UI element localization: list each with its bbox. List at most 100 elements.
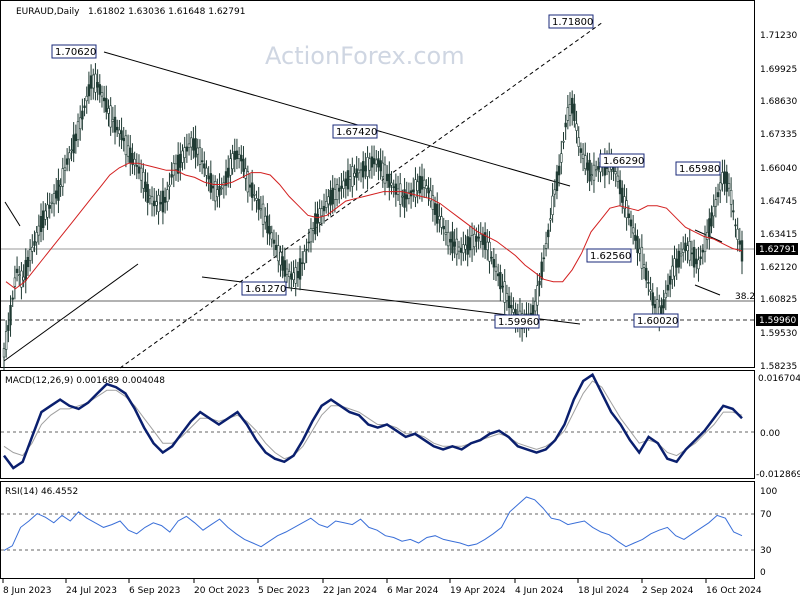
price-bar bbox=[285, 259, 289, 283]
price-bar bbox=[740, 230, 744, 275]
annotation-1-66290: 1.66290 bbox=[599, 153, 645, 168]
price-bar bbox=[176, 142, 180, 182]
price-bar bbox=[677, 244, 681, 274]
y-tick: 1.59530 bbox=[760, 329, 797, 339]
panel-frames bbox=[0, 0, 755, 579]
price-bar bbox=[209, 160, 213, 200]
price-bar bbox=[673, 245, 676, 287]
price-bar bbox=[279, 245, 282, 277]
price-bar bbox=[372, 145, 376, 176]
price-bar bbox=[28, 239, 32, 272]
price-bar bbox=[549, 207, 552, 232]
annotation-1-65980: 1.65980 bbox=[675, 161, 721, 176]
price-bar bbox=[126, 134, 130, 163]
price-bar bbox=[494, 253, 498, 281]
price-bar bbox=[695, 249, 698, 274]
price-bar bbox=[557, 154, 561, 187]
y-tick: 1.69925 bbox=[760, 65, 797, 75]
price-bar bbox=[63, 154, 67, 184]
price-bar bbox=[477, 224, 480, 250]
price-bar bbox=[207, 166, 210, 192]
annotation-1-59960: 1.59960 bbox=[494, 314, 540, 329]
price-bar bbox=[564, 114, 567, 140]
price-bar bbox=[89, 64, 93, 101]
price-bar bbox=[346, 158, 350, 197]
price-bar bbox=[105, 85, 108, 120]
price-bar bbox=[473, 225, 476, 256]
price-bar bbox=[109, 97, 112, 136]
price-bar bbox=[412, 177, 415, 202]
price-bar bbox=[100, 85, 104, 108]
svg-text:1.71800: 1.71800 bbox=[552, 17, 593, 28]
price-bar bbox=[592, 152, 596, 193]
price-bar bbox=[590, 162, 593, 186]
price-bar bbox=[22, 264, 25, 288]
price-bar bbox=[172, 155, 176, 188]
rsi-y-tick: 30 bbox=[760, 546, 772, 556]
price-bar bbox=[324, 189, 328, 214]
price-bar bbox=[734, 218, 737, 238]
price-bar bbox=[425, 179, 428, 199]
price-bar bbox=[137, 154, 141, 180]
price-bar bbox=[96, 69, 99, 101]
price-bar bbox=[268, 214, 271, 246]
price-bar bbox=[135, 153, 138, 180]
trendline-upper bbox=[103, 51, 571, 187]
price-bar bbox=[692, 239, 696, 278]
price-panel-frame bbox=[0, 0, 755, 368]
macd-y-tick: 0.016704 bbox=[758, 374, 800, 384]
price-bar bbox=[229, 149, 232, 188]
price-bar bbox=[24, 248, 27, 294]
price-bar bbox=[719, 173, 722, 204]
price-bar bbox=[401, 189, 404, 207]
trendline-dashed-advance bbox=[119, 21, 604, 369]
rsi-panel-frame bbox=[0, 481, 755, 579]
x-tick-label: 6 Sep 2023 bbox=[129, 586, 180, 596]
price-bar bbox=[266, 203, 269, 245]
price-bar bbox=[538, 272, 541, 297]
price-bar bbox=[449, 231, 452, 256]
price-bar bbox=[298, 245, 302, 291]
x-tick-label: 8 Jun 2023 bbox=[3, 586, 51, 596]
rsi-line bbox=[3, 496, 743, 551]
price-bar bbox=[409, 182, 413, 209]
price-bar bbox=[277, 234, 280, 273]
price-bar bbox=[316, 201, 319, 237]
price-bar bbox=[697, 246, 700, 282]
price-bar bbox=[575, 110, 578, 144]
price-bar bbox=[76, 113, 80, 148]
rsi-y-tick: 0 bbox=[760, 568, 766, 578]
price-bar bbox=[668, 269, 672, 298]
annotation-1-60020: 1.60020 bbox=[633, 313, 679, 328]
price-bar bbox=[594, 160, 598, 177]
price-bar bbox=[736, 217, 739, 252]
price-bar bbox=[65, 148, 69, 172]
svg-text:1.59960: 1.59960 bbox=[498, 317, 539, 328]
macd-y-tick: -0.012869 bbox=[756, 470, 800, 480]
price-bar bbox=[362, 151, 365, 189]
price-bar bbox=[81, 98, 84, 131]
price-bar bbox=[679, 242, 683, 269]
price-bar bbox=[7, 312, 10, 343]
price-bar bbox=[379, 148, 382, 180]
price-bar bbox=[257, 187, 260, 221]
price-bar bbox=[451, 221, 454, 261]
price-bar bbox=[390, 171, 393, 195]
svg-text:1.60020: 1.60020 bbox=[637, 316, 678, 327]
price-bar bbox=[131, 143, 134, 175]
price-bar bbox=[220, 177, 223, 195]
price-bar bbox=[357, 158, 361, 181]
price-bar bbox=[342, 170, 345, 198]
price-bar bbox=[710, 205, 713, 234]
price-bar bbox=[94, 63, 97, 101]
price-bar bbox=[205, 160, 208, 187]
price-bar bbox=[120, 117, 123, 149]
price-bar bbox=[618, 170, 622, 207]
price-bar bbox=[405, 181, 408, 212]
price-bar bbox=[333, 177, 337, 213]
price-bar bbox=[507, 286, 511, 318]
x-tick-label: 24 Jul 2023 bbox=[66, 586, 117, 596]
price-bar bbox=[366, 146, 369, 190]
price-bar bbox=[139, 159, 143, 193]
price-bar bbox=[320, 200, 324, 226]
